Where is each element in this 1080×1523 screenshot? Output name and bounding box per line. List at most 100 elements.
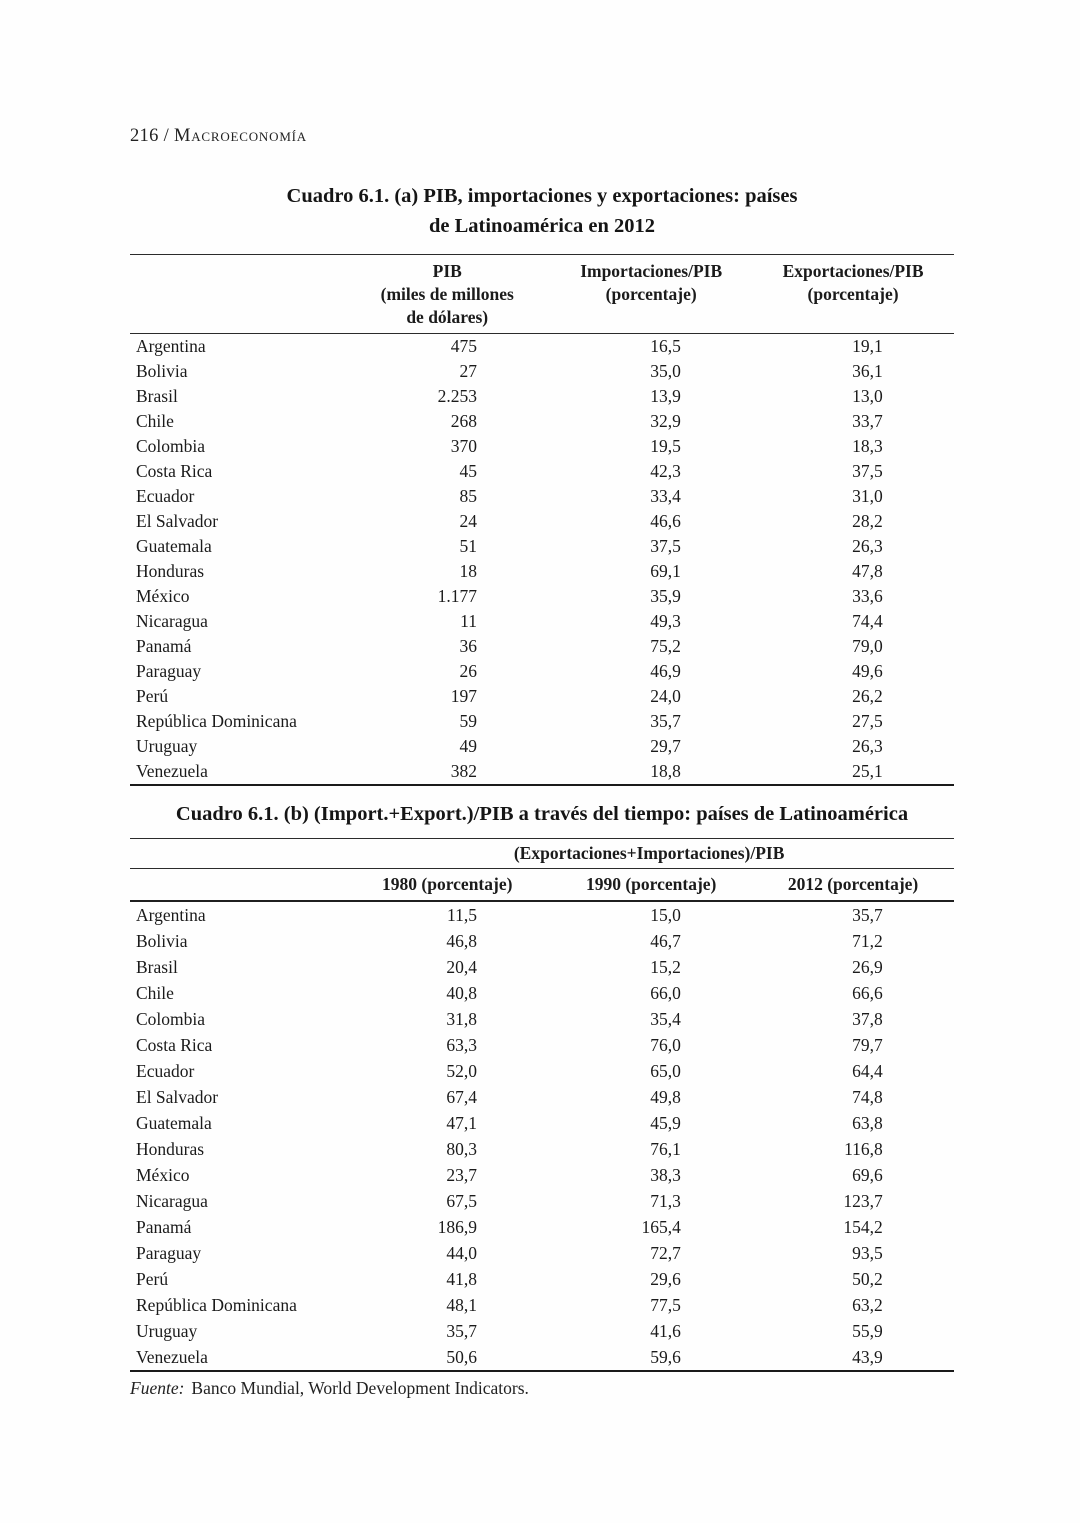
- value-cell: 35,7: [752, 901, 954, 928]
- value-text: 66,6: [852, 983, 883, 1003]
- value-cell: 50,2: [752, 1266, 954, 1292]
- value-cell: 49: [344, 734, 550, 759]
- value-text: 93,5: [852, 1243, 883, 1263]
- value-cell: 33,4: [550, 484, 752, 509]
- country-cell: Ecuador: [136, 1061, 195, 1081]
- value-cell: 85: [344, 484, 550, 509]
- value-cell: 63,2: [752, 1292, 954, 1318]
- value-text: 31,8: [446, 1009, 477, 1029]
- value-text: 46,8: [446, 931, 477, 951]
- value-cell: 26,9: [752, 954, 954, 980]
- value-cell: 15,0: [550, 901, 752, 928]
- value-text: 67,5: [446, 1191, 477, 1211]
- value-text: 35,0: [650, 361, 681, 381]
- value-text: 42,3: [650, 461, 681, 481]
- value-text: 13,9: [650, 386, 681, 406]
- value-cell: 74,4: [752, 609, 954, 634]
- value-text: 31,0: [852, 486, 883, 506]
- value-text: 20,4: [446, 957, 477, 977]
- country-cell: Bolivia: [136, 361, 188, 381]
- value-text: 79,0: [852, 636, 883, 656]
- value-cell: 76,1: [550, 1136, 752, 1162]
- country-cell: Uruguay: [136, 736, 198, 756]
- value-text: 23,7: [446, 1165, 477, 1185]
- value-cell: 71,3: [550, 1188, 752, 1214]
- table-trade-over-time: (Exportaciones+Importaciones)/PIB 1980 (…: [130, 838, 954, 1372]
- value-text: 64,4: [852, 1061, 883, 1081]
- column-header-line: de dólares): [406, 307, 489, 327]
- value-cell: 35,9: [550, 584, 752, 609]
- value-text: 32,9: [650, 411, 681, 431]
- value-cell: 19,1: [752, 334, 954, 360]
- value-text: 29,7: [650, 736, 681, 756]
- value-text: 268: [450, 411, 477, 431]
- value-cell: 41,8: [344, 1266, 550, 1292]
- value-cell: 26,2: [752, 684, 954, 709]
- value-cell: 186,9: [344, 1214, 550, 1240]
- country-cell: Perú: [136, 686, 169, 706]
- table-row: Honduras 18 69,1 47,8: [130, 559, 954, 584]
- value-cell: 15,2: [550, 954, 752, 980]
- country-cell: Perú: [136, 1269, 169, 1289]
- table-row: Guatemala 51 37,5 26,3: [130, 534, 954, 559]
- value-text: 76,1: [650, 1139, 681, 1159]
- value-text: 51: [459, 536, 477, 556]
- table-row: Colombia 31,8 35,4 37,8: [130, 1006, 954, 1032]
- value-cell: 23,7: [344, 1162, 550, 1188]
- value-cell: 33,7: [752, 409, 954, 434]
- value-cell: 37,8: [752, 1006, 954, 1032]
- value-cell: 29,7: [550, 734, 752, 759]
- table-row: Chile 268 32,9 33,7: [130, 409, 954, 434]
- value-cell: 59,6: [550, 1344, 752, 1371]
- country-cell: República Dominicana: [136, 711, 297, 731]
- value-cell: 116,8: [752, 1136, 954, 1162]
- value-cell: 27: [344, 359, 550, 384]
- value-cell: 59: [344, 709, 550, 734]
- column-header-line: (miles de millones: [380, 284, 514, 304]
- value-cell: 48,1: [344, 1292, 550, 1318]
- running-header: 216 / Macroeconomía: [130, 126, 307, 147]
- table-row: Uruguay 35,7 41,6 55,9: [130, 1318, 954, 1344]
- table-row: Panamá 36 75,2 79,0: [130, 634, 954, 659]
- value-cell: 13,9: [550, 384, 752, 409]
- value-text: 47,1: [446, 1113, 477, 1133]
- table-row: Honduras 80,3 76,1 116,8: [130, 1136, 954, 1162]
- value-cell: 13,0: [752, 384, 954, 409]
- value-cell: 26,3: [752, 534, 954, 559]
- value-text: 15,0: [650, 905, 681, 925]
- value-cell: 63,3: [344, 1032, 550, 1058]
- value-cell: 50,6: [344, 1344, 550, 1371]
- table-a-header-row: PIB (miles de millones de dólares) Impor…: [130, 254, 954, 334]
- value-cell: 33,6: [752, 584, 954, 609]
- country-cell: Honduras: [136, 1139, 205, 1159]
- value-text: 165,4: [641, 1217, 681, 1237]
- value-cell: 197: [344, 684, 550, 709]
- value-cell: 35,0: [550, 359, 752, 384]
- value-text: 33,7: [852, 411, 883, 431]
- value-text: 44,0: [446, 1243, 477, 1263]
- value-cell: 28,2: [752, 509, 954, 534]
- country-cell: Uruguay: [136, 1321, 198, 1341]
- country-cell: Nicaragua: [136, 1191, 208, 1211]
- value-cell: 80,3: [344, 1136, 550, 1162]
- country-cell: República Dominicana: [136, 1295, 297, 1315]
- value-cell: 69,1: [550, 559, 752, 584]
- value-cell: 165,4: [550, 1214, 752, 1240]
- table-b-span-header-row: (Exportaciones+Importaciones)/PIB: [130, 838, 954, 869]
- value-text: 74,8: [852, 1087, 883, 1107]
- table-a-title-line2: de Latinoamérica en 2012: [428, 215, 656, 237]
- value-text: 154,2: [843, 1217, 883, 1237]
- value-text: 46,7: [650, 931, 681, 951]
- value-text: 24: [459, 511, 477, 531]
- value-cell: 66,6: [752, 980, 954, 1006]
- empty-header-cell: [130, 838, 345, 869]
- value-cell: 66,0: [550, 980, 752, 1006]
- value-cell: 31,8: [344, 1006, 550, 1032]
- table-row: Brasil 20,4 15,2 26,9: [130, 954, 954, 980]
- table-row: Brasil 2.253 13,9 13,0: [130, 384, 954, 409]
- value-cell: 74,8: [752, 1084, 954, 1110]
- country-cell: Argentina: [136, 905, 206, 925]
- table-row: Costa Rica 63,3 76,0 79,7: [130, 1032, 954, 1058]
- value-text: 71,3: [650, 1191, 681, 1211]
